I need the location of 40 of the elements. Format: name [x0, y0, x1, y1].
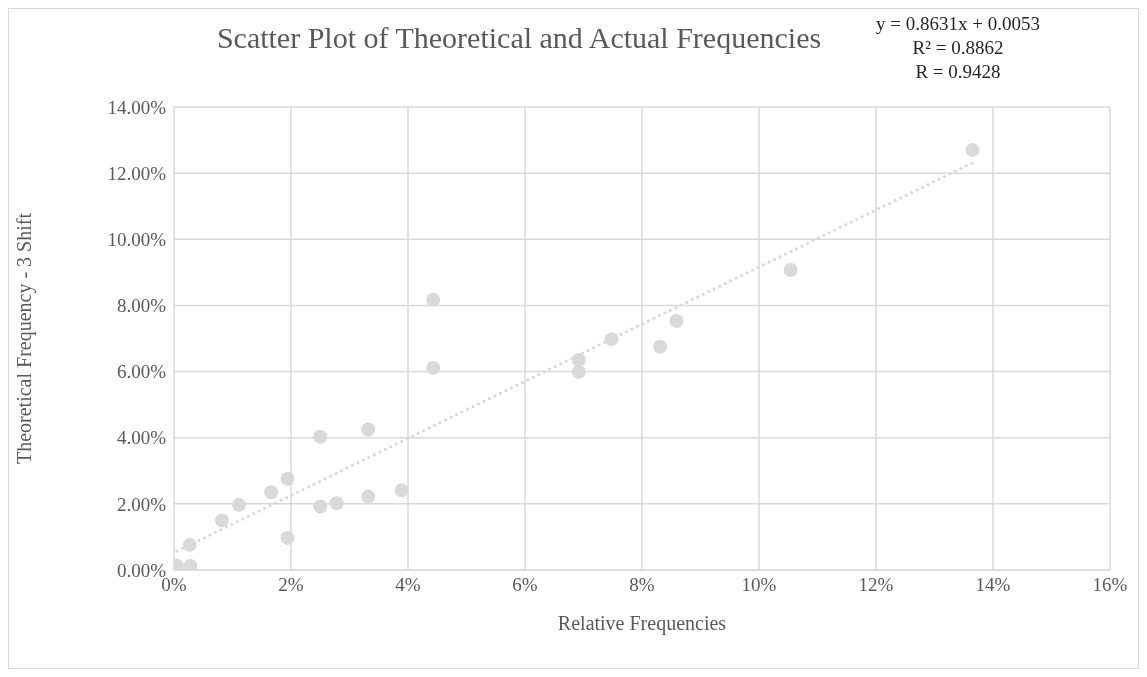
x-tick-label: 4%: [395, 574, 421, 596]
point: [313, 499, 328, 514]
point: [214, 513, 229, 528]
point: [182, 537, 197, 552]
text: R² = 0.8862: [912, 37, 1004, 58]
text: y = 0.8631x + 0.0053: [876, 13, 1040, 34]
x-tick-label: 8%: [629, 574, 655, 596]
y-axis-title: Theoretical Frequency - 3 Shift: [13, 212, 37, 465]
x-tick-label: 14%: [975, 574, 1011, 596]
x-axis-title: Relative Frequencies: [557, 612, 727, 635]
point: [426, 360, 441, 375]
chart-title: Scatter Plot of Theoretical and Actual Frequencies: [216, 21, 822, 54]
y-tick-label: 14.00%: [107, 96, 167, 118]
y-tick-label: 6.00%: [116, 361, 167, 383]
point: [426, 292, 441, 307]
point: [783, 263, 798, 278]
x-tick-label: 6%: [512, 574, 538, 596]
point: [280, 471, 295, 486]
point: [329, 496, 344, 511]
point: [313, 429, 328, 444]
y-tick-label: 4.00%: [116, 427, 167, 449]
x-tick-label: 10%: [741, 574, 777, 596]
point: [264, 485, 279, 500]
text: R = 0.9428: [915, 61, 1001, 82]
point: [231, 497, 246, 512]
y-tick-label: 12.00%: [107, 162, 167, 184]
x-tick-label: 16%: [1092, 574, 1128, 596]
y-tick-label: 10.00%: [107, 229, 167, 251]
point: [669, 313, 684, 328]
x-tick-label: 12%: [858, 574, 894, 596]
point: [361, 422, 376, 437]
point: [571, 364, 586, 379]
point: [361, 489, 376, 504]
point: [394, 483, 409, 498]
point: [965, 142, 980, 157]
point: [280, 530, 295, 545]
x-tick-label: 2%: [278, 574, 304, 596]
y-tick-label: 2.00%: [116, 493, 167, 515]
y-tick-label: 8.00%: [116, 295, 167, 317]
point: [653, 339, 668, 354]
